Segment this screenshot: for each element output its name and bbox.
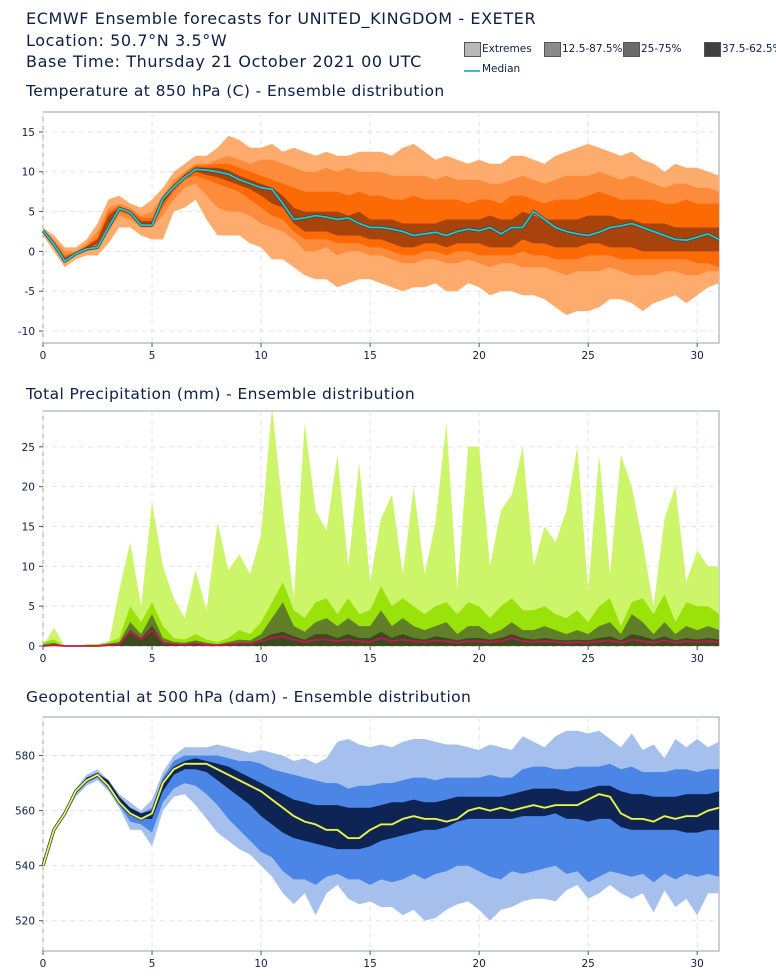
geopotential-chart: 0 5 10 15 20 25 30 520 540 560 580 bbox=[15, 716, 720, 970]
temperature-ytick-label: 0 bbox=[28, 246, 35, 258]
geopotential-ytick-label: 520 bbox=[15, 916, 35, 928]
precipitation-ytick-label: 5 bbox=[28, 601, 35, 613]
geopotential-median-line bbox=[42, 762, 720, 866]
geopotential-ytick-label: 560 bbox=[15, 806, 35, 818]
precipitation-panel-title: Total Precipitation (mm) - Ensemble dist… bbox=[26, 385, 416, 403]
legend-p25-swatch bbox=[623, 42, 640, 57]
temperature-xtick-label: 25 bbox=[581, 350, 594, 362]
legend-extremes-label: Extremes bbox=[482, 43, 532, 55]
geopotential-xtick-label: 25 bbox=[581, 958, 594, 970]
location-line: Location: 50.7°N 3.5°W bbox=[26, 31, 228, 50]
precipitation-xtick-label: 15 bbox=[363, 653, 376, 665]
legend-p37-label: 37.5-62.5% bbox=[722, 43, 776, 55]
geopotential-xtick-label: 30 bbox=[691, 958, 704, 970]
temperature-ytick-label: 15 bbox=[22, 127, 35, 139]
precipitation-median-line bbox=[42, 629, 720, 647]
temperature-median-line bbox=[42, 168, 720, 262]
forecast-title: ECMWF Ensemble forecasts for UNITED_KING… bbox=[26, 9, 537, 28]
geopotential-band-p37 bbox=[43, 758, 719, 866]
temperature-ytick-label: -10 bbox=[18, 326, 35, 338]
geopotential-panel-title: Geopotential at 500 hPa (dam) - Ensemble… bbox=[26, 688, 472, 706]
temperature-chart: 0 5 10 15 20 25 30 -10 -5 0 5 10 15 bbox=[18, 111, 720, 362]
geopotential-xtick-label: 15 bbox=[363, 958, 376, 970]
geopotential-xtick-label: 10 bbox=[254, 958, 267, 970]
legend-p25-label: 25-75% bbox=[641, 43, 682, 55]
geopotential-xtick-label: 0 bbox=[40, 958, 47, 970]
geopotential-ytick-label: 540 bbox=[15, 861, 35, 873]
precipitation-xtick-label: 30 bbox=[691, 653, 704, 665]
precipitation-ytick-label: 15 bbox=[22, 522, 35, 534]
legend-p12-swatch bbox=[544, 42, 561, 57]
temperature-panel-title: Temperature at 850 hPa (C) - Ensemble di… bbox=[26, 82, 445, 100]
legend-median-label: Median bbox=[482, 63, 521, 75]
geopotential-xtick-label: 5 bbox=[149, 958, 156, 970]
precipitation-ytick-label: 0 bbox=[28, 641, 35, 653]
geopotential-xtick-label: 20 bbox=[472, 958, 485, 970]
temperature-ytick-label: 10 bbox=[22, 167, 35, 179]
precipitation-xtick-label: 5 bbox=[149, 653, 156, 665]
temperature-ytick-label: 5 bbox=[28, 207, 35, 219]
temperature-xtick-label: 15 bbox=[363, 350, 376, 362]
temperature-xtick-label: 5 bbox=[149, 350, 156, 362]
precipitation-ytick-label: 20 bbox=[22, 482, 35, 494]
precipitation-xtick-label: 10 bbox=[254, 653, 267, 665]
precipitation-xtick-label: 25 bbox=[581, 653, 594, 665]
geopotential-ytick-label: 580 bbox=[15, 751, 35, 763]
precipitation-xtick-label: 0 bbox=[40, 653, 47, 665]
precipitation-band-p25 bbox=[43, 602, 719, 646]
precipitation-band-extremes bbox=[43, 407, 719, 646]
precipitation-xtick-label: 20 bbox=[472, 653, 485, 665]
legend-p37-swatch bbox=[704, 42, 721, 57]
temperature-band-p37 bbox=[43, 167, 719, 261]
legend-median-swatch bbox=[464, 70, 480, 72]
temperature-ytick-label: -5 bbox=[25, 286, 35, 298]
precipitation-chart: 0 5 10 15 20 25 30 0 5 10 15 20 25 bbox=[22, 407, 720, 665]
temperature-xtick-label: 30 bbox=[691, 350, 704, 362]
temperature-xtick-label: 0 bbox=[40, 350, 47, 362]
precipitation-ytick-label: 10 bbox=[22, 561, 35, 573]
legend-extremes-swatch bbox=[464, 42, 481, 57]
legend-p12-label: 12.5-87.5% bbox=[562, 43, 623, 55]
temperature-xtick-label: 10 bbox=[254, 350, 267, 362]
precipitation-ytick-label: 25 bbox=[22, 442, 35, 454]
temperature-xtick-label: 20 bbox=[472, 350, 485, 362]
base-time-line: Base Time: Thursday 21 October 2021 00 U… bbox=[26, 52, 422, 71]
